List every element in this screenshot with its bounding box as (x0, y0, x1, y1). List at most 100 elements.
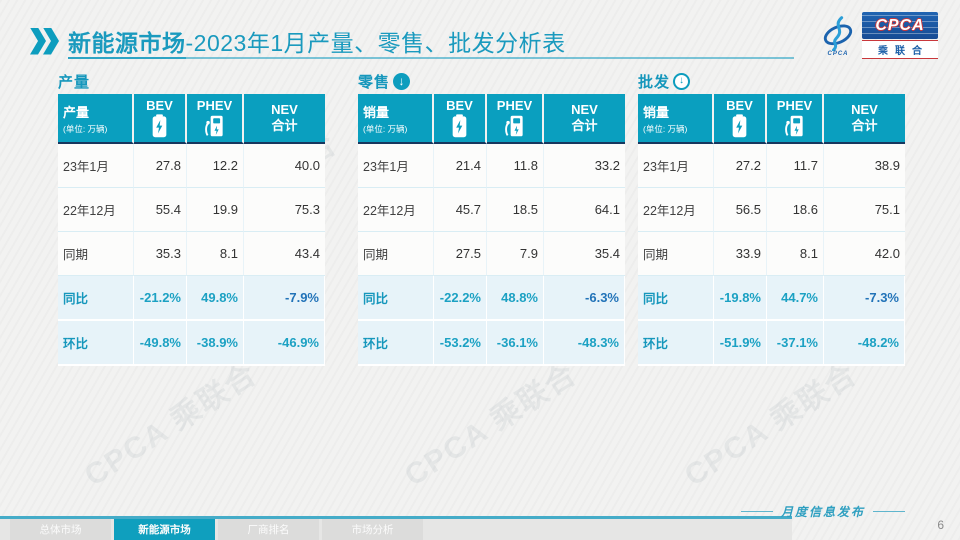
title-underline (68, 57, 794, 59)
cpca-box: CPCA (862, 12, 938, 39)
row-label: 同期 (58, 232, 134, 276)
nev-header-line2: 合计 (271, 118, 298, 133)
value-cell: 8.1 (187, 232, 244, 276)
page-number: 6 (937, 518, 944, 532)
tab-market-analysis[interactable]: 市场分析 (322, 519, 423, 540)
charger-icon (785, 115, 803, 137)
nev-header-line1: NEV (271, 101, 298, 117)
bev-header-text: BEV (446, 98, 473, 113)
label-header-text: 销量 (643, 104, 670, 120)
row-label: 同期 (358, 232, 434, 276)
section-title-retail: 零售 (358, 73, 391, 91)
row-label: 22年12月 (358, 188, 434, 232)
brand-text: 月度信息发布 (780, 505, 865, 519)
page-title-rest: -2023年1月产量、零售、批发分析表 (185, 30, 566, 56)
pct-cell: -19.8% (714, 276, 767, 321)
col-header-bev: BEV (714, 94, 767, 144)
unit-text: (单位: 万辆) (643, 123, 688, 134)
slide-header: 新能源市场-2023年1月产量、零售、批发分析表 (30, 24, 566, 59)
pct-cell: -7.3% (824, 276, 905, 321)
retail-table: 销量 (单位: 万辆) BEV PHEV NEV 合计 23年1月 (358, 94, 625, 366)
tab-oem-ranking[interactable]: 厂商排名 (218, 519, 319, 540)
cpca-watermark: CPCA 乘联合 (678, 357, 864, 493)
value-cell: 75.3 (244, 188, 325, 232)
value-cell: 18.5 (487, 188, 544, 232)
value-cell: 33.2 (544, 144, 625, 188)
value-cell: 35.3 (134, 232, 187, 276)
phev-header-text: PHEV (196, 98, 233, 113)
cpca-wordmark: CPCA 乘联合 (862, 12, 938, 59)
value-cell: 27.5 (434, 232, 487, 276)
value-cell: 42.0 (824, 232, 905, 276)
row-label: 22年12月 (638, 188, 714, 232)
value-cell: 55.4 (134, 188, 187, 232)
row-label-mom: 环比 (638, 321, 714, 366)
col-header-phev: PHEV (487, 94, 544, 144)
swoosh-icon (823, 15, 853, 51)
col-header-phev: PHEV (767, 94, 824, 144)
pct-cell: -49.8% (134, 321, 187, 366)
page-title: 新能源市场-2023年1月产量、零售、批发分析表 (68, 24, 566, 59)
pct-cell: -38.9% (187, 321, 244, 366)
value-cell: 35.4 (544, 232, 625, 276)
unit-text: (单位: 万辆) (363, 123, 408, 134)
pct-cell: -37.1% (767, 321, 824, 366)
row-label: 23年1月 (638, 144, 714, 188)
value-cell: 56.5 (714, 188, 767, 232)
battery-icon (732, 114, 747, 138)
footer-accent-line (0, 516, 792, 519)
value-cell: 21.4 (434, 144, 487, 188)
col-header-nev: NEV 合计 (544, 94, 625, 144)
pct-cell: -6.3% (544, 276, 625, 321)
col-header-nev: NEV 合计 (824, 94, 905, 144)
page-title-bold: 新能源市场 (68, 30, 186, 59)
cpca-watermark: CPCA 乘联合 (78, 357, 264, 493)
row-label-mom: 环比 (58, 321, 134, 366)
brand-dash-left (740, 511, 773, 512)
row-label-yoy: 同比 (638, 276, 714, 321)
value-cell: 64.1 (544, 188, 625, 232)
value-cell: 8.1 (767, 232, 824, 276)
nev-header-line1: NEV (571, 101, 598, 117)
tab-overall-market[interactable]: 总体市场 (10, 519, 111, 540)
label-header-text: 销量 (363, 104, 390, 120)
pct-cell: -48.2% (824, 321, 905, 366)
pct-cell: 44.7% (767, 276, 824, 321)
value-cell: 38.9 (824, 144, 905, 188)
pct-cell: -53.2% (434, 321, 487, 366)
wholesale-section-header: 批发 ↓ (638, 70, 905, 92)
col-header-bev: BEV (134, 94, 187, 144)
col-header-label: 产量 (单位: 万辆) (58, 94, 134, 144)
col-header-bev: BEV (434, 94, 487, 144)
value-cell: 11.7 (767, 144, 824, 188)
down-arrow-circled-icon: ↓ (673, 72, 691, 90)
battery-icon (152, 114, 167, 138)
retail-panel: 零售 ↓ 销量 (单位: 万辆) BEV PHEV (358, 70, 625, 366)
unit-text: (单位: 万辆) (63, 123, 108, 134)
row-label-yoy: 同比 (358, 276, 434, 321)
value-cell: 19.9 (187, 188, 244, 232)
swoosh-caption: CPCA (827, 50, 849, 57)
nev-header-line1: NEV (851, 101, 878, 117)
row-label: 23年1月 (358, 144, 434, 188)
pct-cell: 49.8% (187, 276, 244, 321)
value-cell: 45.7 (434, 188, 487, 232)
row-label-mom: 环比 (358, 321, 434, 366)
pct-cell: -22.2% (434, 276, 487, 321)
pct-cell: -48.3% (544, 321, 625, 366)
tab-nev-market[interactable]: 新能源市场 (114, 519, 215, 540)
battery-icon (452, 114, 467, 138)
value-cell: 11.8 (487, 144, 544, 188)
value-cell: 27.2 (714, 144, 767, 188)
footer-brand: 月度信息发布 (740, 503, 905, 520)
col-header-phev: PHEV (187, 94, 244, 144)
phev-header-text: PHEV (776, 98, 813, 113)
value-cell: 27.8 (134, 144, 187, 188)
chevron-icon (30, 27, 46, 55)
value-cell: 18.6 (767, 188, 824, 232)
section-title-wholesale: 批发 (638, 73, 671, 91)
value-cell: 75.1 (824, 188, 905, 232)
pct-cell: -36.1% (487, 321, 544, 366)
pct-cell: -21.2% (134, 276, 187, 321)
